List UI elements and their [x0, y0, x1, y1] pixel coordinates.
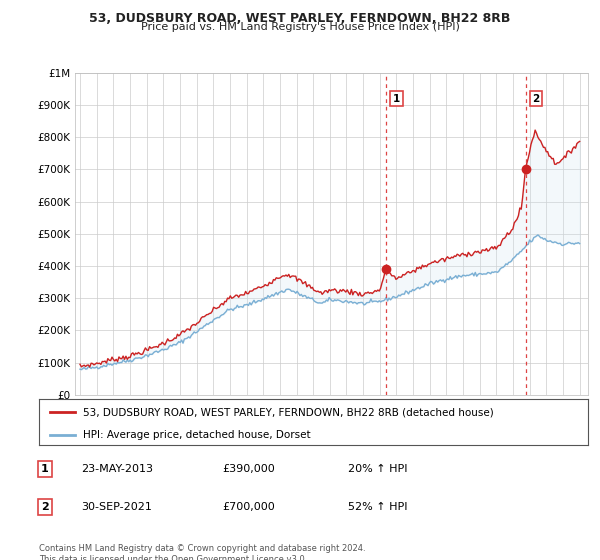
Text: 20% ↑ HPI: 20% ↑ HPI: [348, 464, 407, 474]
Text: 52% ↑ HPI: 52% ↑ HPI: [348, 502, 407, 512]
Text: 53, DUDSBURY ROAD, WEST PARLEY, FERNDOWN, BH22 8RB: 53, DUDSBURY ROAD, WEST PARLEY, FERNDOWN…: [89, 12, 511, 25]
Text: HPI: Average price, detached house, Dorset: HPI: Average price, detached house, Dors…: [83, 430, 311, 440]
Text: 2: 2: [532, 94, 539, 104]
Text: 1: 1: [393, 94, 400, 104]
Text: £390,000: £390,000: [222, 464, 275, 474]
Text: 30-SEP-2021: 30-SEP-2021: [81, 502, 152, 512]
Text: 23-MAY-2013: 23-MAY-2013: [81, 464, 153, 474]
Text: 53, DUDSBURY ROAD, WEST PARLEY, FERNDOWN, BH22 8RB (detached house): 53, DUDSBURY ROAD, WEST PARLEY, FERNDOWN…: [83, 407, 494, 417]
Text: 1: 1: [41, 464, 49, 474]
Text: Contains HM Land Registry data © Crown copyright and database right 2024.
This d: Contains HM Land Registry data © Crown c…: [39, 544, 365, 560]
Text: 2: 2: [41, 502, 49, 512]
Text: Price paid vs. HM Land Registry's House Price Index (HPI): Price paid vs. HM Land Registry's House …: [140, 22, 460, 32]
Text: £700,000: £700,000: [222, 502, 275, 512]
